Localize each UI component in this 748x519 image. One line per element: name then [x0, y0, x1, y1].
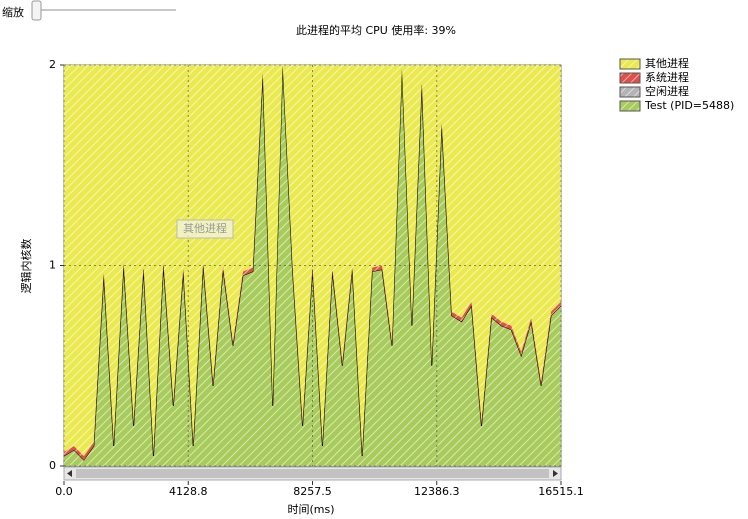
scroll-thumb[interactable]: [76, 469, 549, 478]
x-tick-label: 12386.3: [414, 485, 460, 498]
legend-label: Test (PID=5488): [644, 99, 734, 112]
y-tick-label: 0: [49, 459, 56, 472]
chart-title: 此进程的平均 CPU 使用率: 39%: [296, 23, 456, 37]
tooltip-box: [176, 219, 234, 239]
legend-swatch: [619, 72, 641, 84]
zoom-thumb[interactable]: [31, 0, 42, 21]
scroll-right[interactable]: [553, 470, 558, 477]
x-tick-label: 0.0: [55, 485, 73, 498]
tooltip: 其他进程: [183, 222, 227, 235]
zoom-label: 缩放: [2, 5, 24, 19]
y-tick-label: 2: [49, 58, 56, 71]
y-axis-label: 逻辑内核数: [19, 239, 33, 294]
x-tick-label: 16515.1: [538, 485, 584, 498]
legend-label: 其他进程: [645, 57, 689, 70]
area: [64, 65, 561, 460]
legend-swatch: [619, 58, 641, 70]
legend-swatch: [619, 100, 641, 112]
scroll-left[interactable]: [67, 470, 72, 477]
x-tick-label: 4128.8: [169, 485, 208, 498]
y-tick-label: 1: [49, 259, 56, 272]
legend-swatch: [619, 86, 641, 98]
x-axis-label: 时间(ms): [287, 503, 334, 515]
legend-label: 系统进程: [645, 71, 689, 84]
legend-label: 空闲进程: [645, 84, 689, 98]
x-tick-label: 8257.5: [293, 485, 332, 498]
